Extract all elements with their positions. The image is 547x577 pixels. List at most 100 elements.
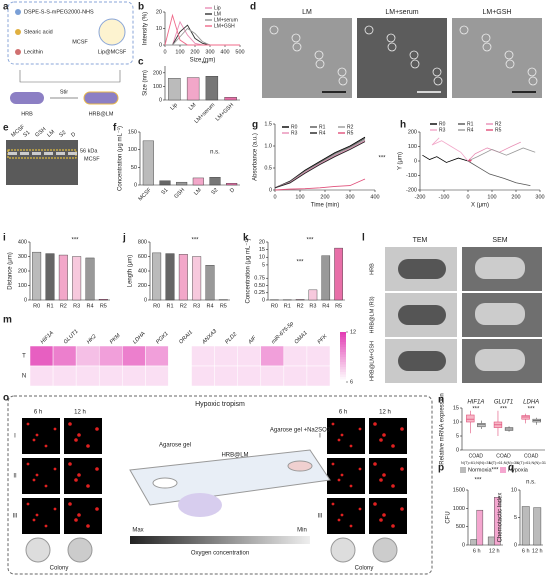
signal: [340, 513, 344, 517]
heat-cell: [191, 345, 215, 367]
trajectory: [467, 158, 472, 162]
device: [129, 449, 331, 506]
column-label: GLUT1: [63, 329, 80, 346]
label: Max: [132, 528, 143, 534]
trajectory: [467, 147, 536, 162]
heat-cell: [52, 345, 77, 367]
signal: [68, 462, 72, 466]
label: Lecithin: [24, 49, 43, 55]
signal: [68, 502, 72, 506]
colony: [372, 537, 398, 563]
bacterium: [398, 305, 446, 325]
bar: [45, 253, 55, 301]
x-tick-label: R3: [73, 303, 80, 309]
y-tick-label: 20: [259, 239, 265, 245]
legend-label: R5: [495, 127, 502, 133]
label: III: [12, 514, 17, 520]
label: Colony: [355, 566, 374, 572]
y-tick-label: -200: [406, 187, 417, 193]
particle: [337, 67, 347, 77]
label: Hypoxic tropism: [195, 401, 245, 408]
y-tick-label: 200: [408, 129, 417, 135]
annotation: ***: [296, 260, 304, 266]
heat-cell: [214, 365, 238, 387]
signal: [400, 427, 404, 431]
signal: [400, 467, 404, 471]
signal: [349, 484, 353, 488]
signal: [32, 478, 36, 482]
y-tick-label: 5: [456, 433, 459, 439]
signal: [331, 502, 335, 506]
signal: [337, 478, 341, 482]
colorbar-step: [340, 352, 346, 355]
label: Oxygen concentration: [191, 551, 249, 557]
x-tick-label: 12 h: [489, 548, 500, 554]
particle: [291, 33, 301, 43]
signal: [44, 524, 48, 528]
x-tick-label: R2: [60, 303, 67, 309]
signal: [358, 507, 362, 511]
y-tick-label: 50: [131, 165, 137, 171]
signal: [337, 518, 341, 522]
legend-label: R4: [319, 130, 326, 136]
column-label: AIF: [247, 335, 258, 346]
heat-cell: [214, 345, 238, 367]
bar: [209, 177, 221, 186]
panel-frame: [7, 395, 433, 575]
y-tick-label: 0.25: [254, 290, 265, 296]
y-tick-label: 10: [156, 26, 162, 32]
y-tick-label: 0: [159, 97, 162, 103]
bar: [186, 77, 200, 101]
signal: [53, 427, 57, 431]
x-tick-label: LM: [193, 187, 203, 197]
y-axis-label: Distance (μm): [8, 252, 14, 289]
label: MCSF: [72, 39, 88, 45]
x-tick-label: R5: [335, 303, 342, 309]
signal: [86, 444, 90, 448]
x-tick-label: 12 h: [532, 548, 543, 554]
sample-note: N(T)=61;N(N)=31: [489, 461, 519, 465]
row-label: T: [22, 354, 26, 360]
y-tick-label: 0: [159, 42, 162, 48]
signal: [53, 467, 57, 471]
signal: [74, 518, 78, 522]
particle: [410, 59, 420, 69]
signal: [35, 433, 39, 437]
legend-label: Normoxia: [468, 467, 492, 473]
y-tick-label: 800: [138, 239, 147, 245]
y-tick-label: 0: [414, 158, 417, 164]
trajectory: [467, 160, 531, 187]
series-line: [274, 141, 366, 189]
x-axis-label: X (μm): [471, 203, 489, 209]
label: MCSF: [84, 156, 100, 162]
colorbar-step: [340, 364, 346, 368]
signal: [391, 484, 395, 488]
x-tick-label: R1: [166, 303, 173, 309]
signal: [32, 518, 36, 522]
annotation: ***: [472, 407, 480, 413]
bar: [205, 265, 215, 301]
bar: [178, 254, 188, 301]
series-line: [274, 178, 366, 191]
particle: [386, 33, 396, 43]
y-tick-label: 0: [134, 182, 137, 188]
box: [466, 414, 475, 423]
y-tick-label: 0: [514, 542, 517, 548]
label: 6 h: [34, 410, 42, 416]
signal: [53, 507, 57, 511]
bar: [521, 506, 530, 546]
legend-label: R3: [439, 127, 446, 133]
x-tick-label: R1: [284, 303, 291, 309]
bacterium: [475, 349, 525, 371]
y-tick-label: 5: [514, 515, 517, 521]
panel-letter: a: [3, 2, 9, 13]
heat-cell: [260, 365, 285, 387]
panel-letter: e: [3, 123, 9, 134]
heat-cell: [237, 345, 262, 367]
bar: [85, 257, 95, 301]
bar: [176, 181, 188, 186]
legend-label: R3: [291, 130, 298, 136]
sample-note: N(T)=61;N(N)=31: [461, 461, 491, 465]
colorbar-step: [340, 379, 346, 383]
heat-cell: [168, 365, 192, 387]
